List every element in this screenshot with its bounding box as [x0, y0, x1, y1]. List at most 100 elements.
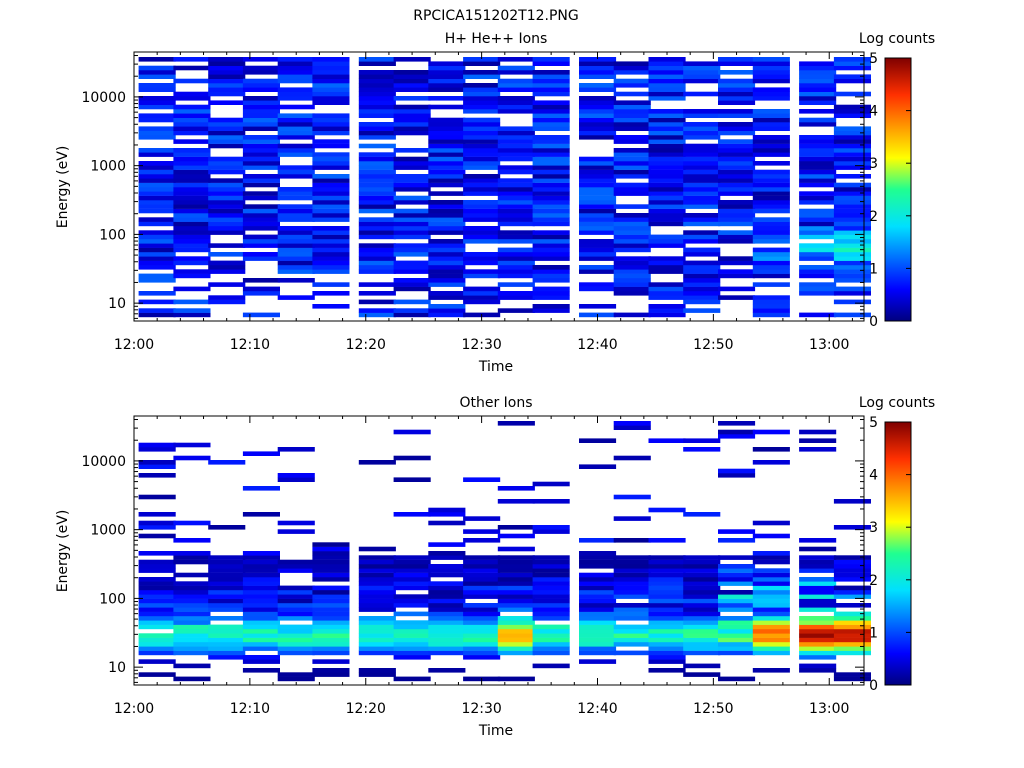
- heatmap-cell: [532, 581, 570, 586]
- heatmap-cell: [208, 603, 246, 608]
- heatmap-cell: [718, 96, 756, 101]
- heatmap-cell: [799, 642, 837, 647]
- heatmap-cell: [799, 559, 837, 565]
- heatmap-cell: [312, 629, 350, 634]
- heatmap-cell: [463, 585, 501, 591]
- heatmap-cell: [138, 135, 176, 140]
- heatmap-cell: [428, 174, 466, 179]
- heatmap-cell: [208, 624, 246, 630]
- heatmap-cell: [648, 590, 686, 595]
- heatmap-cell: [208, 590, 246, 595]
- heatmap-cell: [277, 642, 315, 647]
- heatmap-cell: [463, 555, 501, 560]
- heatmap-cell: [428, 78, 466, 84]
- heatmap-cell: [613, 113, 651, 118]
- heatmap-cell: [173, 260, 211, 266]
- heatmap-cell: [648, 96, 686, 101]
- heatmap-cell: [683, 265, 721, 270]
- heatmap-cell: [683, 590, 721, 595]
- heatmap-cell: [683, 230, 721, 235]
- heatmap-cell: [683, 165, 721, 170]
- heatmap-cell: [428, 646, 466, 651]
- heatmap-cell: [242, 603, 280, 608]
- heatmap-cell: [428, 581, 466, 586]
- heatmap-cell: [208, 74, 246, 79]
- heatmap-cell: [648, 113, 686, 118]
- heatmap-cell: [463, 590, 501, 595]
- heatmap-cell: [799, 256, 837, 261]
- colorbar-tick-label: 4: [869, 104, 878, 120]
- heatmap-cell: [683, 200, 721, 205]
- panel-bottom-xlabel: Time: [478, 723, 513, 739]
- heatmap-cell: [138, 590, 176, 595]
- heatmap-cell: [497, 195, 535, 201]
- heatmap-cell: [752, 555, 790, 560]
- heatmap-cell: [648, 243, 686, 248]
- heatmap-cell: [463, 516, 501, 521]
- heatmap-cell: [497, 78, 535, 84]
- heatmap-cell: [718, 152, 756, 157]
- heatmap-cell: [358, 642, 396, 647]
- heatmap-cell: [428, 590, 466, 595]
- heatmap-cell: [312, 269, 350, 274]
- heatmap-cell: [752, 122, 790, 127]
- heatmap-cell: [138, 195, 176, 201]
- heatmap-cell: [463, 642, 501, 647]
- heatmap-cell: [393, 113, 431, 118]
- heatmap-cell: [358, 269, 396, 274]
- heatmap-cell: [173, 104, 211, 110]
- heatmap-cell: [497, 217, 535, 222]
- heatmap-cell: [799, 624, 837, 630]
- heatmap-cell: [683, 178, 721, 183]
- heatmap-cell: [718, 200, 756, 205]
- heatmap-cell: [833, 217, 871, 222]
- heatmap-cell: [579, 83, 617, 88]
- heatmap-cell: [242, 633, 280, 638]
- heatmap-cell: [208, 555, 246, 560]
- heatmap-cell: [532, 239, 570, 244]
- heatmap-cell: [138, 191, 176, 196]
- heatmap-cell: [648, 304, 686, 309]
- heatmap-cell: [312, 598, 350, 604]
- heatmap-cell: [718, 637, 756, 643]
- heatmap-cell: [532, 230, 570, 235]
- heatmap-cell: [428, 620, 466, 625]
- heatmap-cell: [173, 551, 211, 556]
- heatmap-cell: [497, 191, 535, 196]
- heatmap-cell: [833, 78, 871, 84]
- heatmap-cell: [683, 568, 721, 573]
- heatmap-cell: [718, 143, 756, 149]
- heatmap-cell: [718, 126, 756, 131]
- heatmap-cell: [532, 629, 570, 634]
- heatmap-cell: [312, 70, 350, 75]
- heatmap-cell: [277, 624, 315, 630]
- heatmap-cell: [579, 282, 617, 287]
- heatmap-cell: [613, 135, 651, 140]
- heatmap-cell: [613, 564, 651, 569]
- heatmap-cell: [393, 178, 431, 183]
- heatmap-cell: [579, 598, 617, 604]
- heatmap-cell: [799, 429, 837, 435]
- heatmap-cell: [648, 538, 686, 543]
- heatmap-cell: [138, 87, 176, 92]
- heatmap-cell: [393, 646, 431, 651]
- heatmap-cell: [428, 104, 466, 110]
- heatmap-cell: [173, 642, 211, 647]
- heatmap-cell: [752, 637, 790, 643]
- heatmap-cell: [208, 282, 246, 287]
- heatmap-cell: [358, 260, 396, 266]
- heatmap-cell: [579, 135, 617, 140]
- heatmap-cell: [277, 65, 315, 71]
- heatmap-cell: [752, 230, 790, 235]
- heatmap-cell: [277, 57, 315, 62]
- heatmap-cell: [579, 559, 617, 565]
- heatmap-cell: [683, 239, 721, 244]
- heatmap-cell: [208, 637, 246, 643]
- heatmap-cell: [312, 182, 350, 188]
- x-tick-label: 12:50: [693, 337, 733, 353]
- heatmap-cell: [428, 594, 466, 599]
- heatmap-cell: [532, 100, 570, 105]
- heatmap-cell: [242, 152, 280, 157]
- heatmap-cell: [752, 135, 790, 140]
- x-tick-label: 13:00: [809, 701, 849, 717]
